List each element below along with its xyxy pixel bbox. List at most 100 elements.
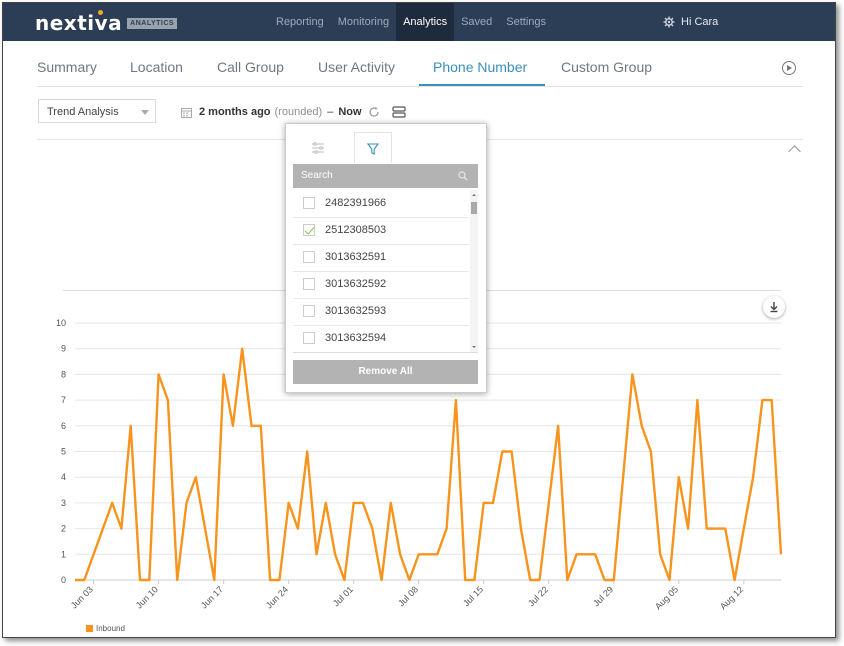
range-end: Now xyxy=(338,106,362,118)
funnel-icon xyxy=(366,143,380,155)
popup-search-input[interactable]: Search xyxy=(293,164,478,188)
phone-number-label: 3013632592 xyxy=(325,278,387,290)
x-tick-label: Aug 12 xyxy=(718,584,745,611)
range-dash: – xyxy=(327,106,334,118)
y-tick-label: 9 xyxy=(61,344,66,354)
phone-number-label: 2512308503 xyxy=(325,224,387,236)
x-tick-label: Aug 05 xyxy=(653,584,680,611)
calendar-icon xyxy=(181,107,192,118)
popup-tabs xyxy=(286,124,486,164)
tabs-divider xyxy=(37,86,803,87)
legend-label-inbound: Inbound xyxy=(96,624,125,633)
y-tick-label: 4 xyxy=(61,472,66,482)
y-tick-label: 5 xyxy=(61,447,66,457)
scroll-thumb[interactable] xyxy=(471,202,477,214)
search-icon xyxy=(458,171,468,181)
tab-custom-group[interactable]: Custom Group xyxy=(561,59,653,75)
legend-swatch-inbound xyxy=(86,625,93,632)
active-tab-indicator xyxy=(419,84,545,86)
list-item[interactable]: 3013632594 xyxy=(293,325,469,352)
y-axis-ticks: 0 1 2 3 4 5 6 7 8 9 10 xyxy=(56,318,66,585)
checkbox-checked[interactable] xyxy=(303,224,315,236)
list-item[interactable]: 3013632592 xyxy=(293,271,469,299)
checkbox[interactable] xyxy=(303,278,315,290)
phone-number-list: 2482391966 2512308503 3013632591 3013632… xyxy=(293,190,478,353)
series-line-inbound xyxy=(75,347,783,582)
main-nav: Reporting Monitoring Analytics Saved Set… xyxy=(269,3,553,41)
popup-tab-options[interactable] xyxy=(300,132,336,162)
brand-logo[interactable]: nextiva ANALYTICS xyxy=(35,10,178,35)
nav-item-saved[interactable]: Saved xyxy=(461,16,493,28)
scroll-up-icon[interactable] xyxy=(470,191,478,199)
x-tick-label: Jun 10 xyxy=(134,584,160,610)
y-tick-label: 0 xyxy=(61,575,66,585)
y-tick-label: 3 xyxy=(61,498,66,508)
search-placeholder: Search xyxy=(301,170,333,181)
tab-location[interactable]: Location xyxy=(130,59,183,75)
x-tick-label: Jun 03 xyxy=(69,584,95,610)
refresh-icon[interactable] xyxy=(368,106,380,118)
list-item[interactable]: 3013632591 xyxy=(293,244,469,272)
list-item[interactable]: 3013632593 xyxy=(293,298,469,326)
tab-phone-number[interactable]: Phone Number xyxy=(433,59,528,75)
sliders-icon xyxy=(312,142,324,154)
date-range[interactable]: 2 months ago (rounded) – Now xyxy=(181,105,406,119)
user-menu[interactable]: Hi Cara xyxy=(663,3,718,41)
filter-toggle-icon[interactable] xyxy=(391,106,406,118)
filter-popup: Search 2482391966 2512308503 3013632591 … xyxy=(285,123,487,393)
gear-icon xyxy=(663,16,675,28)
report-type-select[interactable]: Trend Analysis xyxy=(38,99,156,123)
y-tick-label: 10 xyxy=(56,318,66,328)
brand-name: nextiva xyxy=(35,11,123,35)
phone-number-label: 3013632594 xyxy=(325,332,387,344)
top-navigation-bar: nextiva ANALYTICS Reporting Monitoring A… xyxy=(3,3,835,41)
download-button[interactable] xyxy=(763,296,785,318)
chart-legend[interactable]: Inbound xyxy=(86,624,125,633)
download-icon xyxy=(770,302,778,313)
report-type-value: Trend Analysis xyxy=(47,106,119,118)
y-tick-label: 1 xyxy=(61,549,66,559)
x-tick-label: Jun 17 xyxy=(199,584,225,610)
tab-call-group[interactable]: Call Group xyxy=(217,59,284,75)
play-icon[interactable] xyxy=(782,61,796,75)
nav-item-analytics[interactable]: Analytics xyxy=(396,3,455,41)
x-tick-label: Jul 15 xyxy=(461,584,485,608)
x-tick-label: Jul 01 xyxy=(331,584,355,608)
y-tick-label: 8 xyxy=(61,369,66,379)
nav-item-settings[interactable]: Settings xyxy=(506,16,547,28)
logo-dot xyxy=(98,10,103,15)
range-rounded: (rounded) xyxy=(274,106,323,118)
phone-number-label: 2482391966 xyxy=(325,197,387,209)
tab-summary[interactable]: Summary xyxy=(37,59,97,75)
chevron-down-icon xyxy=(141,110,149,115)
brand-badge: ANALYTICS xyxy=(127,17,178,29)
y-tick-label: 2 xyxy=(61,524,66,534)
phone-number-label: 3013632591 xyxy=(325,251,387,263)
checkbox[interactable] xyxy=(303,332,315,344)
chart-series xyxy=(75,347,783,582)
checkbox[interactable] xyxy=(303,197,315,209)
remove-all-button[interactable]: Remove All xyxy=(293,360,478,384)
scroll-down-icon[interactable] xyxy=(470,343,478,351)
y-tick-label: 6 xyxy=(61,421,66,431)
user-greeting: Hi Cara xyxy=(681,16,719,28)
checkbox[interactable] xyxy=(303,305,315,317)
trend-chart: 0 1 2 3 4 5 6 7 8 9 10 Jun 03 Jun 10 Jun 17 Jun 24 Jul… xyxy=(56,318,783,612)
checkbox[interactable] xyxy=(303,251,315,263)
chart-grid xyxy=(75,322,781,581)
nav-item-monitoring[interactable]: Monitoring xyxy=(337,16,390,28)
phone-number-label: 3013632593 xyxy=(325,305,387,317)
x-tick-label: Jul 29 xyxy=(591,584,615,608)
tab-user-activity[interactable]: User Activity xyxy=(318,59,396,75)
list-item[interactable]: 2482391966 xyxy=(293,190,469,218)
app-window: nextiva ANALYTICS Reporting Monitoring A… xyxy=(2,2,836,638)
list-item[interactable]: 2512308503 xyxy=(293,217,469,245)
nav-item-reporting[interactable]: Reporting xyxy=(276,16,324,28)
x-tick-label: Jul 22 xyxy=(526,584,550,608)
report-tabs: Summary Location Call Group User Activit… xyxy=(3,41,835,87)
list-scrollbar[interactable] xyxy=(470,190,478,352)
x-tick-label: Jul 08 xyxy=(396,584,420,608)
y-tick-label: 7 xyxy=(61,395,66,405)
popup-tab-filter[interactable] xyxy=(354,132,392,163)
x-tick-label: Jun 24 xyxy=(264,584,290,610)
